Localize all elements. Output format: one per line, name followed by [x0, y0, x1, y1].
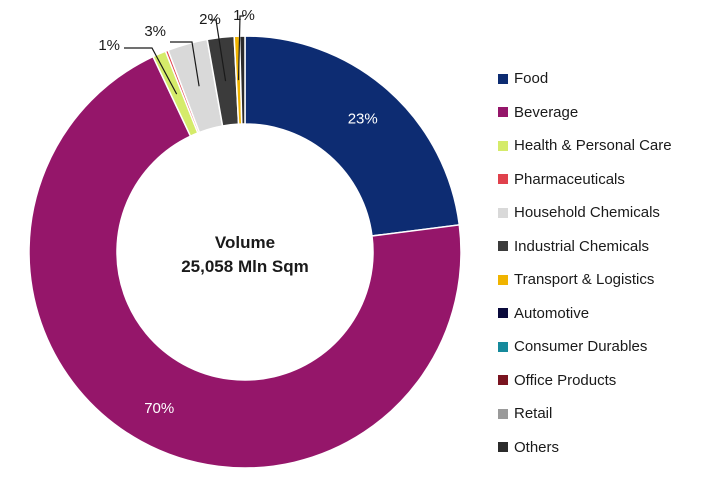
- legend-label-office-products: Office Products: [514, 371, 617, 389]
- leader-line-industrial-chemicals: [210, 19, 227, 82]
- slice-beverage: [28, 55, 462, 469]
- leader-line-household-chemicals: [170, 41, 200, 87]
- label-beverage: 70%: [144, 400, 174, 417]
- legend: Food Beverage Health & Personal Care Pharma…: [498, 62, 672, 464]
- legend-swatch-food: [498, 73, 508, 84]
- legend-swatch-office-products: [498, 375, 508, 386]
- center-title: Volume: [215, 233, 275, 252]
- legend-swatch-industrial-chemicals: [498, 241, 508, 252]
- legend-label-others: Others: [514, 438, 560, 456]
- legend-label-retail: Retail: [514, 405, 553, 423]
- legend-label-food: Food: [514, 70, 549, 88]
- legend-swatch-consumer-durables: [498, 341, 508, 352]
- legend-swatch-retail: [498, 408, 508, 419]
- label-household-chemicals: 3%: [144, 23, 166, 40]
- legend-label-household-chemicals: Household Chemicals: [514, 204, 660, 222]
- label-transport-and-logistics: 1%: [233, 7, 255, 24]
- donut-chart: 23% 70% 1% 3% 2% 1% Volume 25,058 Mln Sqm: [28, 7, 462, 469]
- legend-item-automotive: Automotive: [498, 297, 672, 331]
- legend-swatch-health-and-personal-care: [498, 140, 508, 151]
- leader-line-transport-and-logistics: [237, 15, 244, 81]
- label-food: 23%: [348, 110, 378, 127]
- legend-label-beverage: Beverage: [514, 103, 579, 121]
- legend-label-pharmaceuticals: Pharmaceuticals: [514, 170, 625, 188]
- legend-label-automotive: Automotive: [514, 304, 590, 322]
- legend-item-office-products: Office Products: [498, 364, 672, 398]
- leader-line-health-and-personal-care: [124, 47, 178, 95]
- label-health-and-personal-care: 1%: [98, 37, 120, 54]
- legend-swatch-beverage: [498, 107, 508, 118]
- slice-labels: 23% 70% 1% 3% 2% 1%: [98, 7, 377, 417]
- legend-swatch-transport-and-logistics: [498, 274, 508, 285]
- slice-others: [238, 35, 246, 125]
- legend-item-consumer-durables: Consumer Durables: [498, 330, 672, 364]
- legend-item-beverage: Beverage: [498, 96, 672, 130]
- legend-item-pharmaceuticals: Pharmaceuticals: [498, 163, 672, 197]
- legend-item-industrial-chemicals: Industrial Chemicals: [498, 230, 672, 264]
- legend-swatch-others: [498, 442, 508, 453]
- legend-swatch-pharmaceuticals: [498, 174, 508, 185]
- legend-item-retail: Retail: [498, 397, 672, 431]
- legend-item-food: Food: [498, 62, 672, 96]
- legend-item-health-and-personal-care: Health & Personal Care: [498, 129, 672, 163]
- legend-swatch-automotive: [498, 308, 508, 319]
- slice-food: [244, 35, 461, 237]
- legend-label-consumer-durables: Consumer Durables: [514, 338, 648, 356]
- center-volume: 25,058 Mln Sqm: [181, 257, 309, 276]
- label-industrial-chemicals: 2%: [199, 11, 221, 28]
- donut-slices: [28, 35, 462, 469]
- legend-item-household-chemicals: Household Chemicals: [498, 196, 672, 230]
- legend-item-others: Others: [498, 431, 672, 465]
- legend-label-transport-and-logistics: Transport & Logistics: [514, 271, 655, 289]
- legend-item-transport-and-logistics: Transport & Logistics: [498, 263, 672, 297]
- legend-label-industrial-chemicals: Industrial Chemicals: [514, 237, 650, 255]
- legend-label-health-and-personal-care: Health & Personal Care: [514, 137, 672, 155]
- legend-swatch-household-chemicals: [498, 207, 508, 218]
